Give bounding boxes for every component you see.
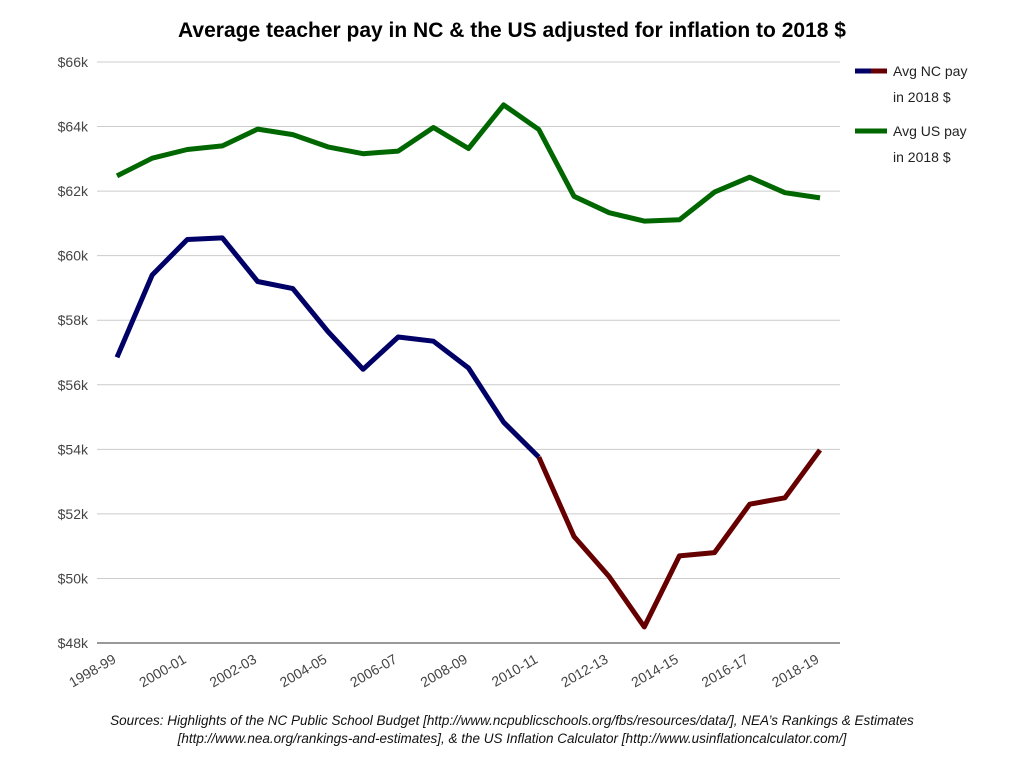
legend-label: Avg NC pay	[893, 63, 967, 79]
y-tick-label: $56k	[58, 377, 89, 393]
series-line-nc-after	[536, 448, 823, 630]
sources-line-1: Sources: Highlights of the NC Public Sch…	[110, 713, 914, 728]
gridlines	[97, 61, 840, 644]
x-tick-label: 2010-11	[489, 651, 541, 690]
y-tick-label: $50k	[58, 570, 89, 586]
sources-line-2: [http://www.nea.org/rankings-and-estimat…	[177, 731, 847, 746]
legend-label: Avg US pay	[893, 123, 967, 139]
x-tick-label: 2018-19	[769, 651, 822, 691]
x-tick-label: 2008-09	[417, 651, 470, 691]
legend-label: in 2018 $	[893, 89, 951, 105]
y-tick-label: $52k	[58, 506, 89, 522]
x-axis-ticks: 1998-99 2000-01 2002-03 2004-05 2006-07 2008-…	[66, 651, 822, 691]
y-tick-label: $60k	[58, 248, 89, 264]
legend-label: in 2018 $	[893, 149, 951, 165]
x-tick-label: 2006-07	[347, 651, 400, 691]
x-tick-label: 2004-05	[277, 651, 330, 691]
series-line-nc-before	[114, 235, 541, 459]
y-tick-label: $64k	[58, 119, 89, 135]
y-tick-label: $54k	[58, 441, 89, 457]
line-chart: Average teacher pay in NC & the US adjus…	[58, 19, 968, 691]
x-tick-label: 2000-01	[136, 651, 189, 691]
chart-title: Average teacher pay in NC & the US adjus…	[178, 19, 846, 42]
sources-note: Sources: Highlights of the NC Public Sch…	[40, 712, 984, 748]
y-tick-label: $48k	[58, 635, 89, 651]
series-line-us	[115, 102, 821, 224]
x-tick-label: 2016-17	[699, 651, 752, 691]
y-axis-ticks: $48k $50k $52k $54k $56k $58k $60k $62k $64k $66k	[58, 54, 89, 651]
series-lines	[114, 102, 823, 630]
x-tick-label: 2014-15	[628, 651, 681, 691]
y-tick-label: $66k	[58, 54, 89, 70]
y-tick-label: $58k	[58, 312, 89, 328]
legend: Avg NC pay in 2018 $ Avg US pay in 2018 $	[855, 63, 967, 165]
x-tick-label: 2002-03	[207, 651, 260, 691]
y-tick-label: $62k	[58, 183, 89, 199]
x-tick-label: 2012-13	[558, 651, 611, 691]
x-tick-label: 1998-99	[66, 651, 119, 691]
